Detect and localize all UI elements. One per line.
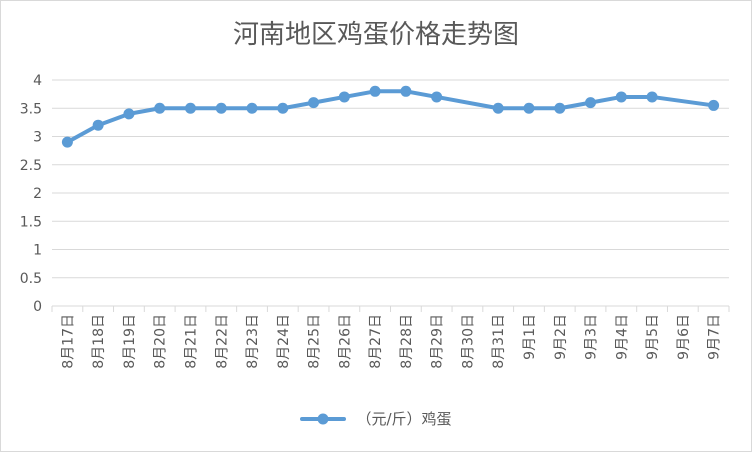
x-tick-label: 8月18日	[91, 314, 107, 369]
data-point	[215, 102, 227, 114]
x-tick-label: 8月17日	[60, 314, 76, 369]
x-tick-label: 8月29日	[430, 314, 446, 369]
legend-label: （元/斤）鸡蛋	[356, 410, 452, 428]
x-tick-label: 8月26日	[337, 314, 353, 369]
x-tick-label: 9月3日	[584, 314, 600, 360]
y-tick-label: 2.5	[20, 158, 42, 174]
data-point	[308, 97, 320, 109]
y-tick-label: 1	[33, 243, 42, 259]
x-tick-label: 8月27日	[368, 314, 384, 369]
data-point	[92, 119, 104, 131]
chart-title: 河南地区鸡蛋价格走势图	[232, 20, 519, 50]
x-tick-label: 8月28日	[399, 314, 415, 369]
x-tick-label: 8月19日	[122, 314, 138, 369]
y-tick-label: 3	[33, 130, 42, 146]
y-tick-label: 0.5	[20, 271, 42, 287]
data-point	[61, 136, 73, 148]
y-axis-ticks: 0 0.5 1 1.5 2 2.5 3 3.5 4	[20, 73, 42, 315]
data-point	[523, 102, 535, 114]
y-tick-label: 4	[33, 73, 42, 89]
x-tick-label: 8月25日	[307, 314, 323, 369]
x-axis-ticks: 8月17日 8月18日 8月19日 8月20日 8月21日 8月22日 8月23日 8月24日…	[51, 306, 730, 369]
data-point	[338, 91, 350, 103]
x-tick-label: 9月7日	[707, 314, 723, 360]
x-tick-label: 9月4日	[614, 314, 630, 360]
data-point	[369, 85, 381, 97]
data-point	[554, 102, 566, 114]
data-point	[615, 91, 627, 103]
grid-layer	[52, 79, 729, 307]
data-point	[585, 97, 597, 109]
data-point	[123, 108, 135, 120]
data-point	[184, 102, 196, 114]
y-tick-label: 0	[33, 299, 42, 315]
x-tick-label: 8月23日	[245, 314, 261, 369]
x-tick-label: 9月5日	[645, 314, 661, 360]
x-tick-label: 8月21日	[183, 314, 199, 369]
x-tick-label: 8月20日	[153, 314, 169, 369]
data-point	[646, 91, 658, 103]
data-point	[492, 102, 504, 114]
y-tick-label: 2	[33, 186, 42, 202]
data-point	[246, 102, 258, 114]
x-tick-label: 9月1日	[522, 314, 538, 360]
y-tick-label: 3.5	[20, 101, 42, 117]
data-point	[400, 85, 412, 97]
x-tick-label: 8月22日	[214, 314, 230, 369]
x-tick-label: 9月2日	[553, 314, 569, 360]
x-tick-label: 8月30日	[460, 314, 476, 369]
x-tick-label: 8月31日	[491, 314, 507, 369]
y-tick-label: 1.5	[20, 214, 42, 230]
x-tick-label: 8月24日	[276, 314, 292, 369]
data-point	[431, 91, 443, 103]
series-layer	[61, 85, 720, 148]
data-point	[154, 102, 166, 114]
data-point	[708, 99, 720, 111]
data-point	[277, 102, 289, 114]
legend-marker	[300, 413, 347, 424]
legend: （元/斤）鸡蛋	[0, 408, 752, 430]
x-tick-label: 9月6日	[676, 314, 692, 360]
